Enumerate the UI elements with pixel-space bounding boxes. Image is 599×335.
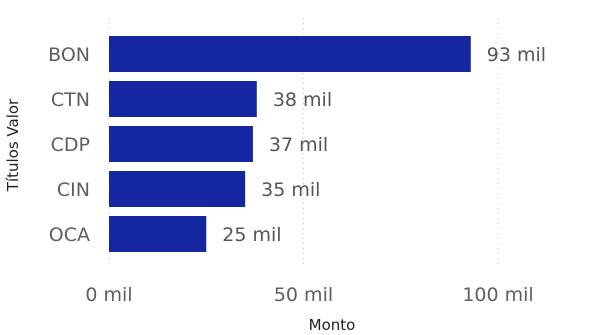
data-label: 35 mil (261, 179, 320, 201)
x-tick-label: 100 mil (462, 284, 533, 306)
data-label: 38 mil (273, 89, 332, 111)
bar-cdp[interactable] (109, 126, 253, 162)
bar-series (109, 36, 471, 252)
category-label: CIN (57, 179, 90, 201)
category-labels: BON CTN CDP CIN OCA (48, 44, 90, 246)
bar-ctn[interactable] (109, 81, 257, 117)
category-label: CTN (51, 89, 90, 111)
y-axis-title: Títulos Valor (4, 98, 22, 192)
bar-cin[interactable] (109, 171, 246, 207)
bar-oca[interactable] (109, 216, 207, 252)
data-label: 25 mil (222, 224, 281, 246)
x-tick-labels: 0 mil 50 mil 100 mil (85, 284, 533, 306)
category-label: BON (48, 44, 90, 66)
category-label: CDP (51, 134, 90, 156)
x-tick-label: 0 mil (85, 284, 132, 306)
category-label: OCA (49, 224, 90, 246)
data-label: 93 mil (487, 44, 546, 66)
data-labels: 93 mil 38 mil 37 mil 35 mil 25 mil (222, 44, 546, 246)
data-label: 37 mil (269, 134, 328, 156)
bar-bon[interactable] (109, 36, 471, 72)
x-axis-title: Monto (309, 316, 356, 334)
x-tick-label: 50 mil (274, 284, 333, 306)
